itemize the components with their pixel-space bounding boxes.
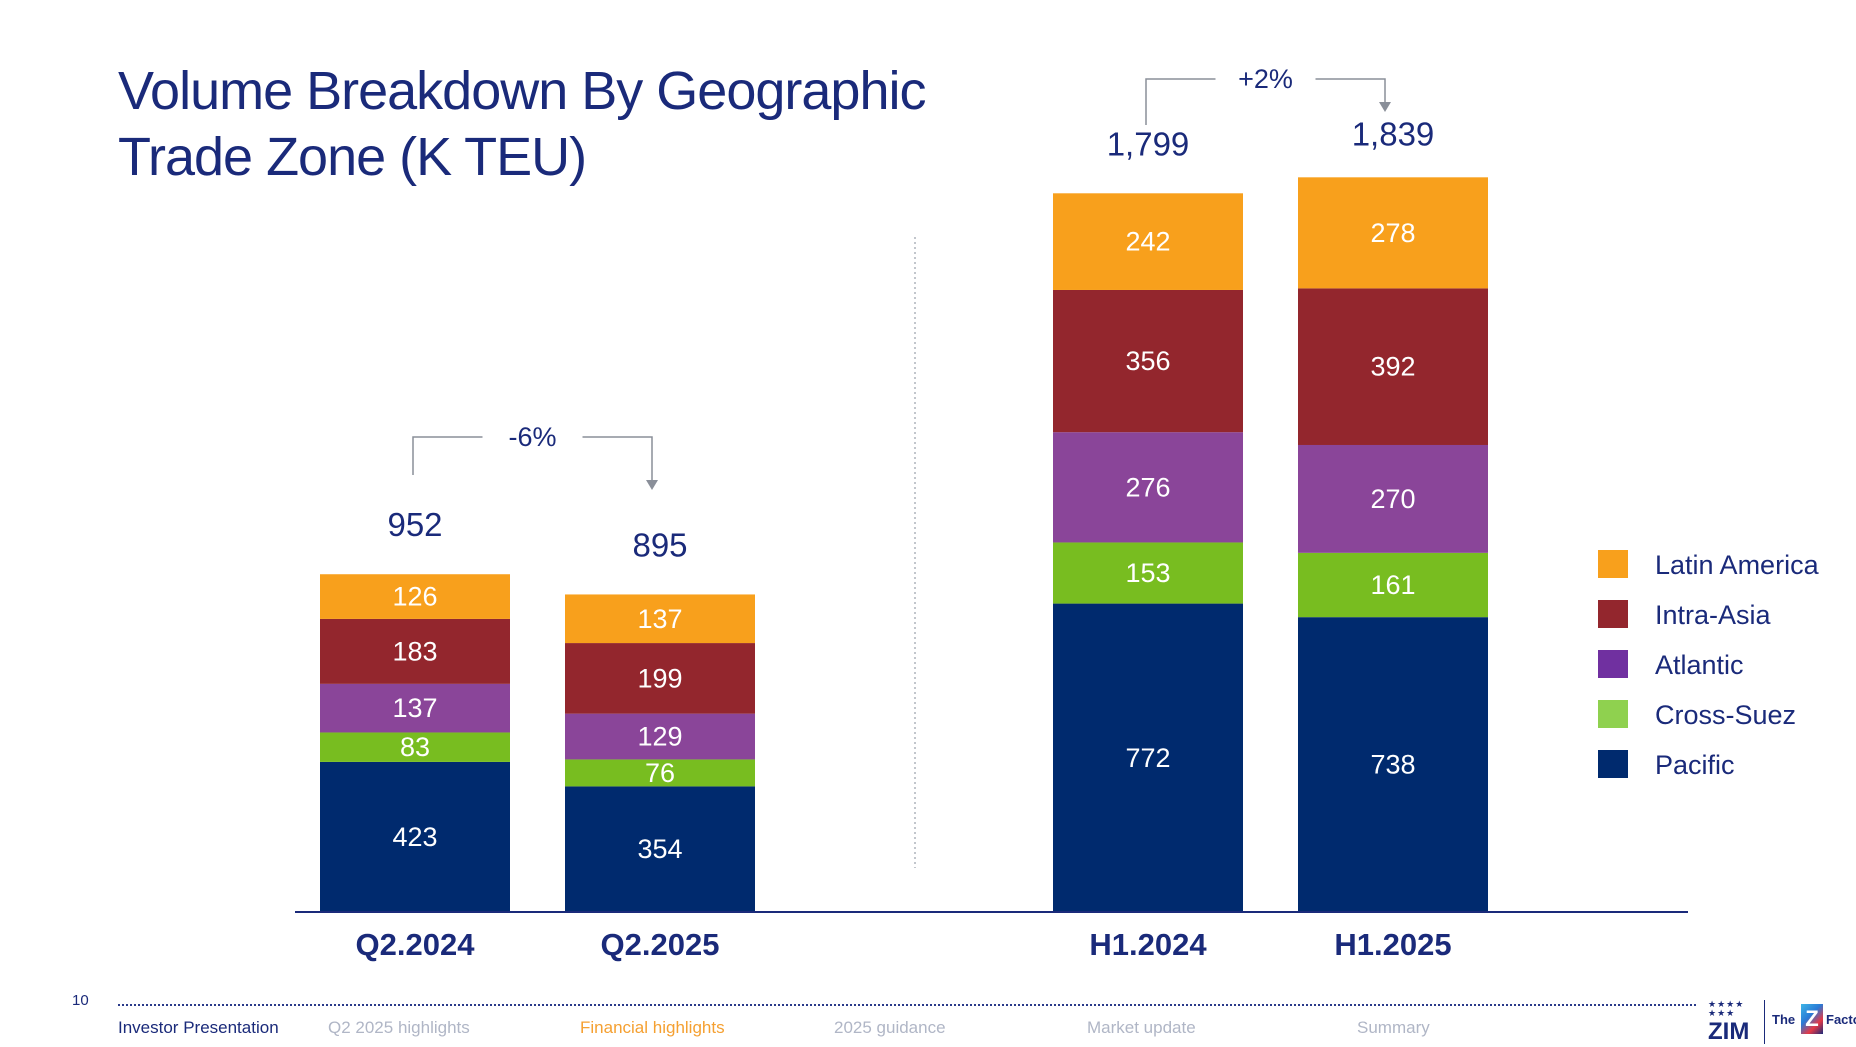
bar-segment-intra-asia-q2-2025: [565, 643, 755, 714]
bar-segment-pacific-h1-2024: [1053, 603, 1243, 912]
data-label-pacific-q2-2024: 423: [392, 822, 437, 852]
bar-segment-cross-suez-q2-2025: [565, 759, 755, 787]
legend-swatch-atlantic: [1598, 650, 1628, 678]
data-label-intra-asia-q2-2025: 199: [637, 663, 682, 693]
total-label-h1-2025: 1,839: [1352, 115, 1435, 152]
nav-2025-guidance[interactable]: 2025 guidance: [834, 1018, 946, 1037]
bar-segment-atlantic-q2-2025: [565, 713, 755, 760]
bar-segment-intra-asia-h1-2024: [1053, 289, 1243, 433]
data-label-latin-america-h1-2025: 278: [1370, 218, 1415, 248]
page-title-line-2: Trade Zone (K TEU): [118, 127, 587, 187]
nav-summary[interactable]: Summary: [1357, 1018, 1430, 1037]
x-tick-label-h1-2024: H1.2024: [1089, 927, 1207, 962]
data-label-cross-suez-h1-2024: 153: [1125, 558, 1170, 588]
half-year-arrowhead: [1379, 102, 1391, 112]
footer-divider: [118, 1004, 1696, 1006]
logo-tag-factor: Factor: [1826, 1012, 1856, 1027]
bar-segment-pacific-h1-2025: [1298, 617, 1488, 912]
quarter-arrowhead: [646, 480, 658, 490]
half-year-bracket-left: [1145, 78, 1216, 125]
data-label-pacific-q2-2025: 354: [637, 834, 682, 864]
data-label-pacific-h1-2025: 738: [1370, 750, 1415, 780]
quarter-change-label: -6%: [508, 422, 556, 452]
data-label-cross-suez-q2-2024: 83: [400, 732, 430, 762]
bar-segment-intra-asia-q2-2024: [320, 618, 510, 684]
data-label-latin-america-q2-2025: 137: [637, 604, 682, 634]
legend-swatch-latin-america: [1598, 550, 1628, 578]
legend-label-intra-asia: Intra-Asia: [1655, 600, 1772, 630]
bar-segment-cross-suez-h1-2024: [1053, 542, 1243, 604]
bar-segment-atlantic-h1-2025: [1298, 444, 1488, 553]
data-label-atlantic-h1-2025: 270: [1370, 484, 1415, 514]
legend-label-atlantic: Atlantic: [1655, 650, 1744, 680]
bar-segment-atlantic-h1-2024: [1053, 432, 1243, 543]
bar-segment-pacific-q2-2025: [565, 786, 755, 912]
total-label-q2-2025: 895: [632, 526, 687, 563]
legend-swatch-pacific: [1598, 750, 1628, 778]
total-label-q2-2024: 952: [387, 506, 442, 543]
half-year-bracket-right: [1315, 78, 1386, 104]
page-title: Volume Breakdown By Geographic Trade Zon…: [118, 58, 926, 190]
logo-tag-the: The: [1772, 1012, 1796, 1027]
logo-brand: ZIM: [1708, 1018, 1750, 1045]
legend-swatch-intra-asia: [1598, 600, 1628, 628]
bar-segment-atlantic-q2-2024: [320, 683, 510, 733]
bar-segment-latin-america-q2-2024: [320, 574, 510, 619]
legend-label-latin-america: Latin America: [1655, 550, 1820, 580]
logo-separator: [1764, 1000, 1765, 1044]
data-label-atlantic-q2-2024: 137: [392, 693, 437, 723]
data-label-latin-america-q2-2024: 126: [392, 582, 437, 612]
data-label-cross-suez-h1-2025: 161: [1370, 570, 1415, 600]
nav-financial-highlights[interactable]: Financial highlights: [580, 1018, 725, 1037]
legend-swatch-cross-suez: [1598, 700, 1628, 728]
bar-segment-intra-asia-h1-2025: [1298, 288, 1488, 445]
nav-investor-presentation[interactable]: Investor Presentation: [118, 1018, 279, 1037]
logo-stars-icon: ★★★★ ★★★: [1708, 999, 1745, 1018]
bar-segment-latin-america-h1-2024: [1053, 193, 1243, 290]
quarter-bracket-right: [582, 436, 653, 482]
data-label-latin-america-h1-2024: 242: [1125, 227, 1170, 257]
legend-label-cross-suez: Cross-Suez: [1655, 700, 1796, 730]
bar-segment-latin-america-h1-2025: [1298, 177, 1488, 289]
bar-segment-cross-suez-h1-2025: [1298, 552, 1488, 618]
logo-z-mark: Z: [1801, 1004, 1823, 1034]
bar-segment-cross-suez-q2-2024: [320, 732, 510, 762]
bar-segment-latin-america-q2-2025: [565, 594, 755, 644]
x-tick-label-q2-2024: Q2.2024: [356, 927, 476, 962]
quarter-bracket-left: [412, 436, 483, 475]
data-label-atlantic-q2-2025: 129: [637, 722, 682, 752]
zim-logo: ★★★★★★★ ZIM The Z Factor: [1708, 998, 1856, 1047]
page-number: 10: [72, 992, 89, 1009]
total-label-h1-2024: 1,799: [1107, 125, 1190, 162]
x-tick-label-q2-2025: Q2.2025: [601, 927, 720, 962]
nav-market-update[interactable]: Market update: [1087, 1018, 1196, 1037]
data-label-pacific-h1-2024: 772: [1125, 743, 1170, 773]
data-label-cross-suez-q2-2025: 76: [645, 758, 675, 788]
data-label-intra-asia-h1-2025: 392: [1370, 352, 1415, 382]
stacked-bar-chart: 423 83 137 183 126 Q2.2024 354 76 129 199 137 Q2.20…: [295, 64, 1820, 962]
data-label-intra-asia-q2-2024: 183: [392, 636, 437, 666]
nav-q2-highlights[interactable]: Q2 2025 highlights: [328, 1018, 470, 1037]
x-tick-label-h1-2025: H1.2025: [1334, 927, 1451, 962]
data-label-intra-asia-h1-2024: 356: [1125, 346, 1170, 376]
data-label-atlantic-h1-2024: 276: [1125, 472, 1170, 502]
half-year-change-label: +2%: [1238, 64, 1293, 94]
bar-segment-pacific-q2-2024: [320, 761, 510, 912]
page-title-line-1: Volume Breakdown By Geographic: [118, 61, 926, 121]
legend-label-pacific: Pacific: [1655, 750, 1735, 780]
